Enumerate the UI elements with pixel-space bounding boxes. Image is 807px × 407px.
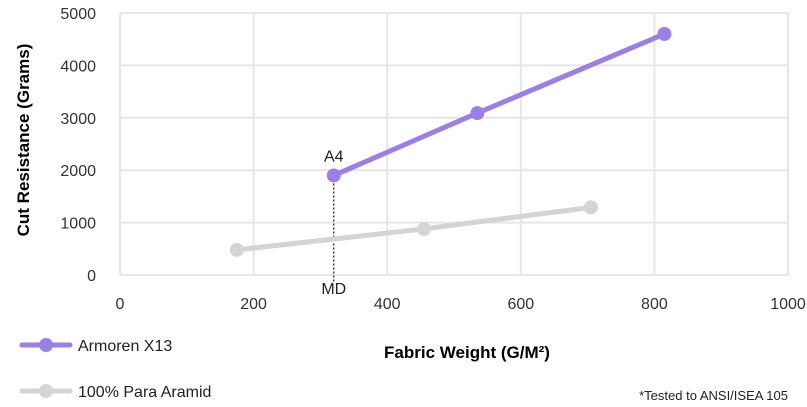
data-point (470, 106, 484, 120)
legend-swatch-marker (39, 338, 53, 352)
data-point (584, 200, 598, 214)
x-tick-label: 0 (116, 296, 125, 313)
series-line (237, 207, 591, 249)
y-tick-label: 2000 (60, 163, 96, 180)
annotation-label: MD (321, 281, 346, 298)
data-point (230, 243, 244, 257)
legend: Armoren X13 100% Para Aramid (22, 338, 211, 401)
y-tick-label: 4000 (60, 58, 96, 75)
x-tick-label: 400 (374, 296, 401, 313)
x-tick-label: 1000 (770, 296, 806, 313)
legend-label: Armoren X13 (78, 338, 172, 355)
footnote-text: *Tested to ANSI/ISEA 105 (639, 388, 788, 403)
legend-swatch-marker (39, 384, 53, 398)
y-tick-label: 1000 (60, 216, 96, 233)
x-tick-label: 200 (240, 296, 267, 313)
data-point (657, 27, 671, 41)
legend-label: 100% Para Aramid (78, 384, 211, 401)
y-tick-label: 0 (87, 268, 96, 285)
series-line (334, 34, 665, 175)
x-tick-label: 800 (641, 296, 668, 313)
y-tick-label: 3000 (60, 111, 96, 128)
gridlines (120, 13, 788, 275)
x-axis-title: Fabric Weight (G/M²) (384, 343, 550, 362)
y-tick-label: 5000 (60, 6, 96, 23)
tick-labels: 0 200 400 600 800 1000 0 1000 2000 3000 4000 5000 (60, 6, 805, 313)
data-point (417, 222, 431, 236)
data-point (327, 168, 341, 182)
x-tick-label: 600 (507, 296, 534, 313)
y-axis-title: Cut Resistance (Grams) (14, 44, 33, 237)
annotation-label: A4 (324, 148, 344, 165)
